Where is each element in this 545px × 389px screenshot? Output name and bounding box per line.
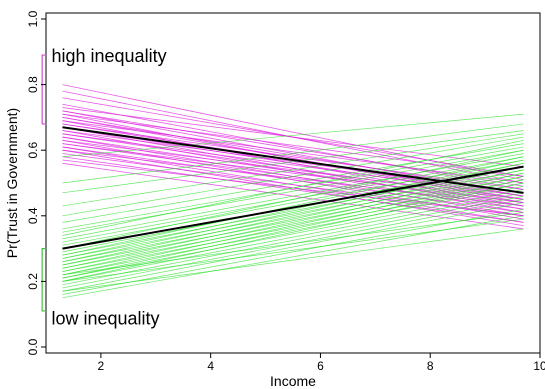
low-inequality-line-18 xyxy=(62,172,524,263)
mean-lines xyxy=(62,126,524,250)
low-inequality-line-8 xyxy=(62,140,524,236)
high-inequality-line-31 xyxy=(62,153,524,217)
x-tick-label-10: 10 xyxy=(533,359,545,373)
low-inequality-line-22 xyxy=(62,179,524,269)
y-tick-label-2: 0.4 xyxy=(26,207,40,224)
low-inequality-line-30 xyxy=(62,192,524,282)
plot-box xyxy=(45,12,541,354)
low-inequality-line-4 xyxy=(62,136,524,217)
low-inequality-line-37 xyxy=(62,228,524,292)
low-inequality-line-26 xyxy=(62,185,524,276)
low-inequality-line-15 xyxy=(62,156,524,256)
low-inequality-line-2 xyxy=(62,130,524,194)
x-axis-title: Income xyxy=(270,373,316,389)
low-inequality-line-11 xyxy=(62,159,524,246)
y-axis: 0.0 0.2 0.4 0.6 0.8 1.0 xyxy=(26,10,46,355)
low-inequality-line-28 xyxy=(62,189,524,279)
low-inequality-line-16 xyxy=(62,169,524,259)
x-tick-label-2: 2 xyxy=(98,359,105,373)
low-inequality-line-27 xyxy=(62,176,524,276)
group-brackets xyxy=(41,54,47,312)
low-inequality-line-3 xyxy=(62,133,524,207)
y-axis-title: Pr(Trust in Government) xyxy=(4,108,20,258)
high-inequality-line-32 xyxy=(62,156,524,223)
high-inequality-line-14 xyxy=(62,123,524,190)
high-inequality-label: high inequality xyxy=(51,46,166,66)
low-inequality-bracket xyxy=(41,248,47,312)
high-inequality-line-11 xyxy=(62,120,524,184)
high-inequality-line-3 xyxy=(62,103,524,190)
annotations: high inequality low inequality xyxy=(51,46,166,328)
low-inequality-line-7 xyxy=(62,149,524,233)
low-inequality-line-1 xyxy=(62,123,524,184)
y-tick-label-4: 0.8 xyxy=(26,76,40,93)
low-inequality-line-20 xyxy=(62,176,524,266)
y-tick-label-1: 0.2 xyxy=(26,273,40,290)
high-inequality-line-20 xyxy=(62,133,524,197)
x-tick-label-8: 8 xyxy=(427,359,434,373)
y-tick-label-5: 1.0 xyxy=(26,10,40,27)
low-inequality-line-24 xyxy=(62,182,524,272)
low-inequality-line-23 xyxy=(62,169,524,269)
x-tick-label-6: 6 xyxy=(317,359,324,373)
low-inequality-line-9 xyxy=(62,153,524,240)
low-inequality-line-0 xyxy=(62,113,524,158)
y-tick-label-0: 0.0 xyxy=(26,338,40,355)
low-inequality-line-31 xyxy=(62,182,524,282)
low-inequality-line-21 xyxy=(62,166,524,266)
low-inequality-line-38 xyxy=(62,218,524,282)
high-inequality-line-28 xyxy=(62,146,524,213)
low-inequality-mean-line xyxy=(62,165,524,250)
low-inequality-line-32 xyxy=(62,195,524,286)
high-inequality-line-16 xyxy=(62,126,524,200)
low-inequality-label: low inequality xyxy=(51,308,159,328)
y-tick-label-3: 0.6 xyxy=(26,142,40,159)
high-inequality-mean-line xyxy=(62,126,524,194)
low-inequality-line-39 xyxy=(62,212,524,276)
low-inequality-line-25 xyxy=(62,172,524,272)
high-inequality-bracket xyxy=(41,54,47,125)
low-inequality-line-5 xyxy=(62,143,524,223)
low-inequality-line-34 xyxy=(62,202,524,292)
high-inequality-line-30 xyxy=(62,149,524,207)
high-inequality-line-0 xyxy=(62,84,524,181)
x-axis: 2 4 6 8 10 xyxy=(98,353,545,373)
low-inequality-line-29 xyxy=(62,179,524,279)
high-inequality-line-6 xyxy=(62,110,524,187)
x-tick-label-4: 4 xyxy=(207,359,214,373)
low-inequality-line-12 xyxy=(62,149,524,249)
low-inequality-lines xyxy=(62,113,524,299)
high-inequality-line-8 xyxy=(62,113,524,177)
low-inequality-line-35 xyxy=(62,208,524,295)
low-inequality-line-17 xyxy=(62,159,524,259)
